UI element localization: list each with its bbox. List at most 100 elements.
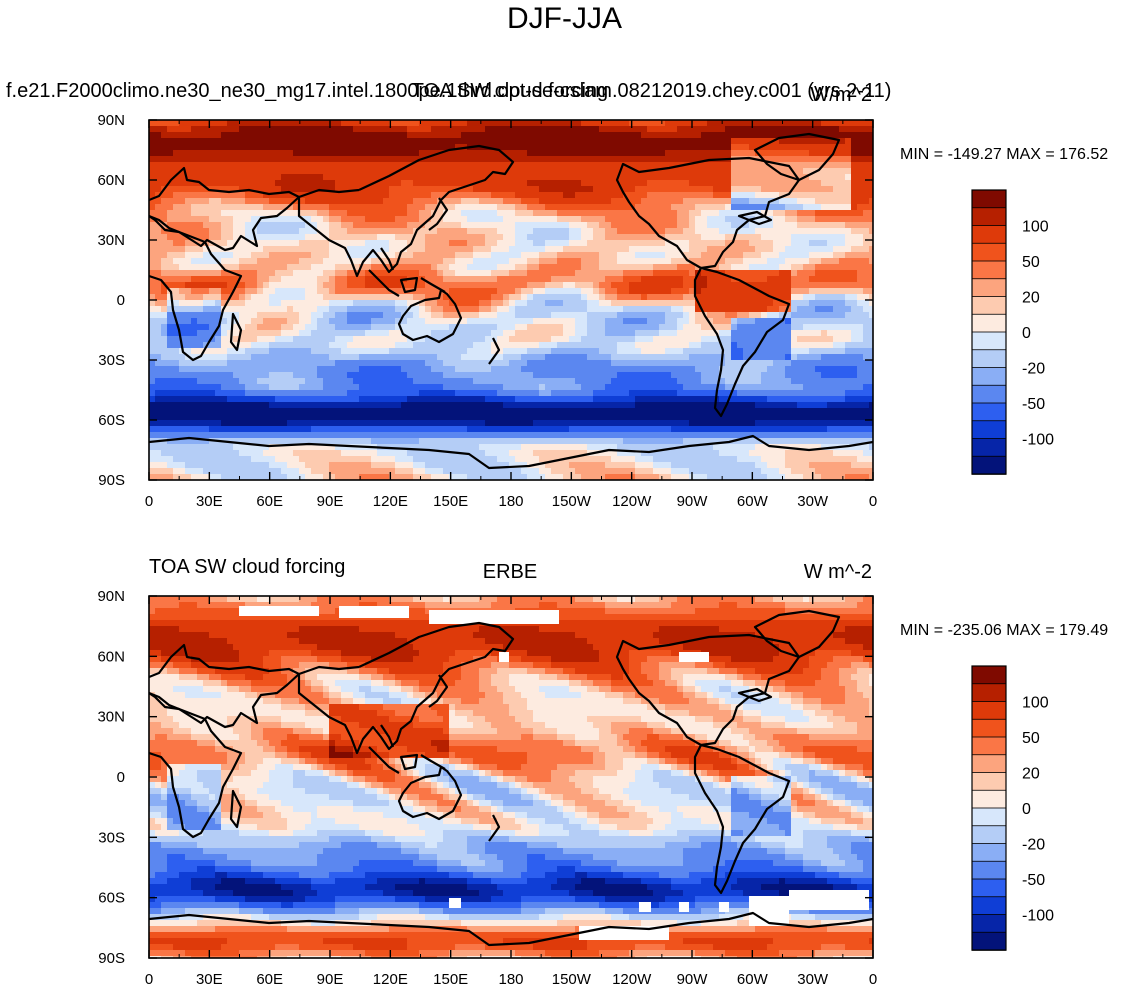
panel2-dataset-label: ERBE [482, 561, 538, 583]
lat-tick-label: 90S [98, 472, 125, 489]
lon-tick-label: 0 [869, 493, 877, 510]
colorbar-box [971, 665, 1007, 685]
panel1-variable-label: TOA SW cloud forcing [411, 80, 609, 102]
lat-tick-label: 0 [117, 769, 125, 786]
colorbar-label: 100 [1022, 695, 1049, 712]
lon-tick-label: 30E [196, 493, 223, 510]
colorbar-box [971, 718, 1007, 738]
colorbar-box [971, 402, 1007, 422]
panel2-colorbar: 100 50 20 0 -20 -50 -100 [971, 665, 1054, 951]
colorbar-box [971, 367, 1007, 387]
lon-tick-label: 90E [317, 971, 344, 988]
colorbar-box [971, 331, 1007, 351]
lat-tick-label: 60N [97, 648, 125, 665]
colorbar-label: 50 [1022, 730, 1040, 747]
colorbar-box [971, 843, 1007, 863]
colorbar-box [971, 772, 1007, 792]
panel1-minmax: MIN = -149.27 MAX = 176.52 [900, 146, 1109, 163]
lon-tick-label: 30E [196, 971, 223, 988]
panel2-minmax: MIN = -235.06 MAX = 179.49 [900, 622, 1109, 639]
colorbar-box [971, 384, 1007, 404]
lon-tick-label: 60W [737, 971, 769, 988]
colorbar-label: 50 [1022, 254, 1040, 271]
colorbar-label: -20 [1022, 837, 1045, 854]
lon-tick-label: 60E [256, 971, 283, 988]
panel2-units-label: W m^-2 [803, 561, 872, 583]
lon-tick-label: 180 [498, 971, 523, 988]
lon-tick-label: 0 [869, 971, 877, 988]
colorbar-box [971, 207, 1007, 227]
lon-tick-label: 90W [677, 493, 709, 510]
colorbar-box [971, 701, 1007, 721]
lon-tick-label: 150E [433, 493, 468, 510]
colorbar-label: 0 [1022, 801, 1031, 818]
colorbar-box [971, 754, 1007, 774]
lon-tick-label: 120E [373, 971, 408, 988]
colorbar-box [971, 313, 1007, 333]
lon-tick-label: 90E [317, 493, 344, 510]
lon-tick-label: 150W [552, 493, 592, 510]
lat-tick-label: 60S [98, 890, 125, 907]
lon-tick-label: 180 [498, 493, 523, 510]
lon-tick-label: 30W [797, 971, 829, 988]
colorbar-label: 20 [1022, 290, 1040, 307]
colorbar-box [971, 931, 1007, 951]
colorbar-box [971, 189, 1007, 209]
colorbar-box [971, 683, 1007, 703]
lat-tick-label: 30N [97, 232, 125, 249]
colorbar-box [971, 896, 1007, 916]
lat-tick-label: 90N [97, 112, 125, 129]
lon-tick-label: 150E [433, 971, 468, 988]
colorbar-box [971, 438, 1007, 458]
lon-tick-label: 0 [145, 493, 153, 510]
panel1-case-label: f.e21.F2000climo.ne30_ne30_mg17.intel.18… [6, 80, 892, 102]
lon-tick-label: 120W [612, 971, 652, 988]
colorbar-label: 0 [1022, 325, 1031, 342]
colorbar-box [971, 789, 1007, 809]
lat-tick-label: 30S [98, 829, 125, 846]
panel1-units-label: W/m^2 [810, 84, 872, 106]
colorbar-label: -20 [1022, 361, 1045, 378]
lon-tick-label: 60E [256, 493, 283, 510]
colorbar-label: 100 [1022, 219, 1049, 236]
colorbar-box [971, 349, 1007, 369]
panel2-map: 0 30E 60E 90E 120E 150E 180 150W 120W 90W 60W 30W 0 9… [97, 588, 877, 988]
colorbar-box [971, 225, 1007, 245]
colorbar-box [971, 807, 1007, 827]
lon-tick-label: 30W [797, 493, 829, 510]
colorbar-label: -50 [1022, 872, 1045, 889]
lon-tick-label: 90W [677, 971, 709, 988]
panel2-variable-label: TOA SW cloud forcing [149, 556, 346, 578]
colorbar-label: -100 [1022, 432, 1054, 449]
lat-tick-label: 90S [98, 950, 125, 967]
colorbar-box [971, 825, 1007, 845]
colorbar-label: -100 [1022, 908, 1054, 925]
lat-tick-label: 60N [97, 172, 125, 189]
colorbar-label: -50 [1022, 396, 1045, 413]
lat-tick-label: 90N [97, 588, 125, 605]
colorbar-box [971, 278, 1007, 298]
lat-tick-label: 30S [98, 352, 125, 369]
figure-title: DJF-JJA [507, 2, 622, 35]
panel1-map: 0 30E 60E 90E 120E 150E 180 150W 120W 90W 60W 30W 0 9… [97, 112, 877, 510]
colorbar-box [971, 914, 1007, 934]
colorbar-box [971, 242, 1007, 262]
colorbar-box [971, 296, 1007, 316]
colorbar-box [971, 455, 1007, 475]
lon-tick-label: 0 [145, 971, 153, 988]
lon-tick-label: 150W [552, 971, 592, 988]
colorbar-box [971, 860, 1007, 880]
colorbar-box [971, 878, 1007, 898]
lat-tick-label: 30N [97, 709, 125, 726]
colorbar-box [971, 736, 1007, 756]
lat-tick-label: 60S [98, 412, 125, 429]
lon-tick-label: 120E [373, 493, 408, 510]
colorbar-label: 20 [1022, 766, 1040, 783]
lat-tick-label: 0 [117, 292, 125, 309]
lon-tick-label: 60W [737, 493, 769, 510]
panel1-colorbar: 100 50 20 0 -20 -50 -100 [971, 189, 1054, 475]
colorbar-box [971, 260, 1007, 280]
lon-tick-label: 120W [612, 493, 652, 510]
colorbar-box [971, 420, 1007, 440]
